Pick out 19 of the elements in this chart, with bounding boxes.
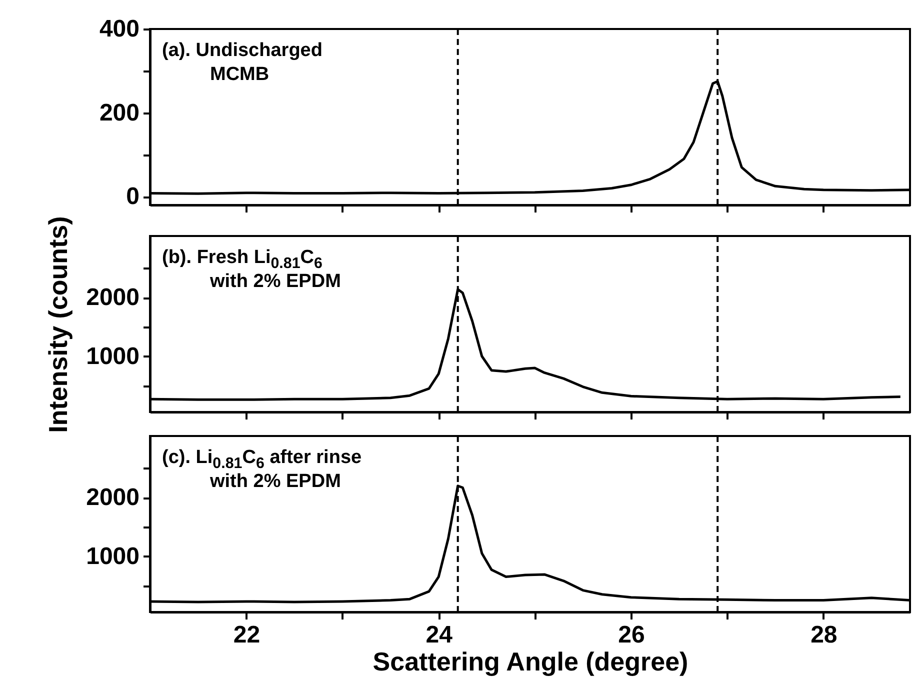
y-tick-label: 2000 — [86, 484, 140, 512]
x-tick-label: 22 — [233, 622, 260, 648]
annotation: (a). Undischarged — [162, 40, 322, 61]
y-tick-label: 1000 — [86, 542, 140, 570]
annotation: with 2% EPDM — [209, 271, 341, 292]
y-tick-label: 200 — [99, 99, 140, 126]
annotation: with 2% EPDM — [209, 471, 341, 492]
x-tick-label: 24 — [426, 622, 454, 648]
x-axis-title: Scattering Angle (degree) — [372, 646, 688, 676]
y-tick-label: 2000 — [86, 284, 140, 312]
y-tick-label: 1000 — [86, 342, 140, 370]
y-axis-title: Intensity (counts) — [43, 216, 74, 433]
annotation: MCMB — [210, 64, 270, 85]
x-tick-label: 26 — [618, 622, 645, 648]
y-tick-label: 400 — [99, 16, 140, 42]
annotation: (b). Fresh Li$_{0.81}$C$_{6}$ — [162, 247, 322, 272]
annotation: (c). Li$_{0.81}$C$_{6}$ after rinse — [162, 447, 362, 472]
y-tick-label: 0 — [126, 183, 140, 210]
x-tick-label: 28 — [810, 622, 838, 648]
